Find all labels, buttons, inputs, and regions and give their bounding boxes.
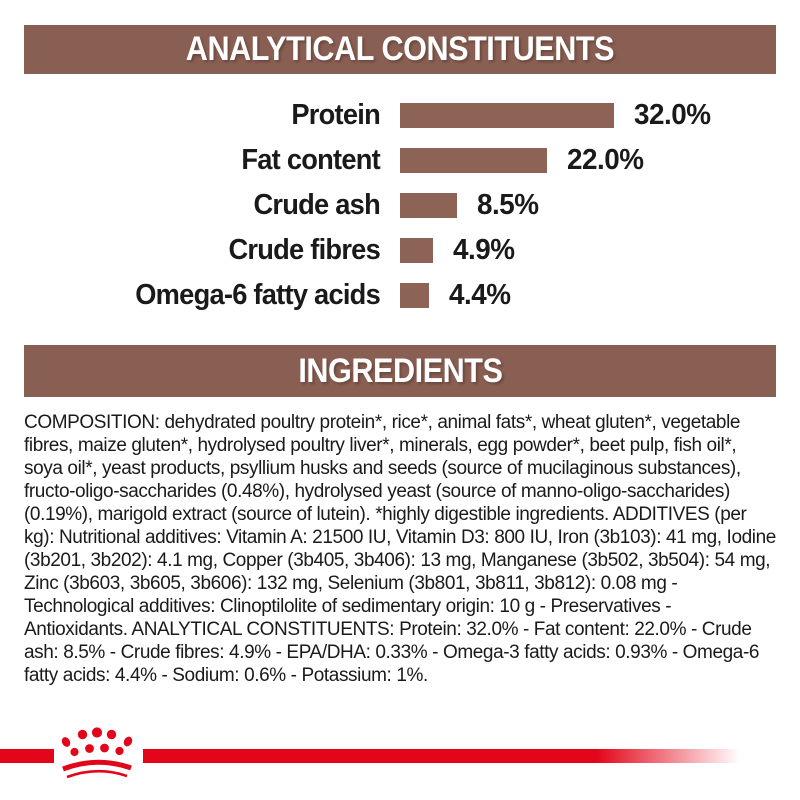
analytical-constituents-title: ANALYTICAL CONSTITUENTS: [185, 30, 615, 68]
chart-value-label: 8.5%: [477, 189, 539, 221]
composition-text: COMPOSITION: dehydrated poultry protein*…: [24, 412, 776, 686]
chart-category-label: Protein: [291, 99, 380, 131]
chart-value-label: 22.0%: [567, 144, 644, 176]
chart-row: Fat content 22.0%: [24, 138, 776, 183]
chart-row: Protein 32.0%: [24, 93, 776, 138]
chart-category-label: Omega-6 fatty acids: [135, 279, 381, 311]
chart-bar: [400, 283, 429, 308]
chart-category-label: Crude ash: [253, 189, 380, 221]
brand-red-band-right: [143, 749, 740, 763]
royal-canin-crown-logo: [61, 727, 133, 779]
chart-row: Crude ash 8.5%: [24, 183, 776, 228]
brand-red-band-left: [0, 749, 54, 763]
analytical-bar-chart: Protein 32.0% Fat content 22.0% Crude ash 8.5…: [24, 93, 776, 318]
chart-value-label: 4.4%: [449, 279, 511, 311]
chart-bar: [400, 238, 433, 263]
chart-bar: [400, 103, 614, 128]
chart-value-label: 4.9%: [453, 234, 515, 266]
chart-bar: [400, 193, 457, 218]
chart-category-label: Crude fibres: [228, 234, 380, 266]
chart-category-label: Fat content: [241, 144, 380, 176]
chart-value-label: 32.0%: [634, 99, 711, 131]
analytical-constituents-banner: ANALYTICAL CONSTITUENTS: [24, 25, 776, 74]
chart-row: Omega-6 fatty acids 4.4%: [24, 273, 776, 318]
chart-row: Crude fibres 4.9%: [24, 228, 776, 273]
ingredients-banner: INGREDIENTS: [24, 345, 776, 397]
ingredients-title: INGREDIENTS: [297, 351, 503, 390]
chart-bar: [400, 148, 547, 173]
